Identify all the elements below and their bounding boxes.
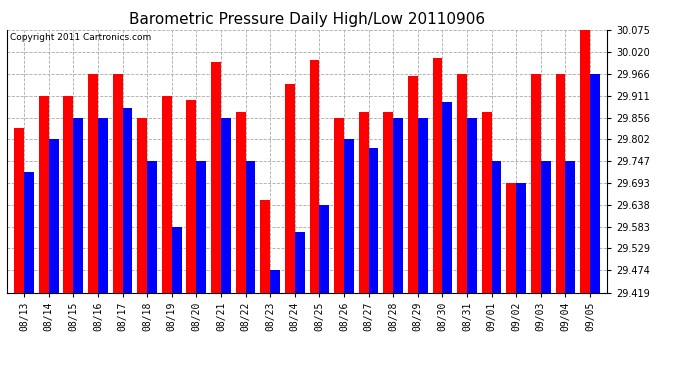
Bar <box>531 74 541 292</box>
Bar <box>39 96 49 292</box>
Text: Copyright 2011 Cartronics.com: Copyright 2011 Cartronics.com <box>10 33 151 42</box>
Bar <box>433 58 442 292</box>
Bar <box>162 96 172 292</box>
Bar <box>211 62 221 292</box>
Bar <box>506 183 516 292</box>
Bar <box>408 76 417 292</box>
Bar <box>98 118 108 292</box>
Bar <box>73 118 83 292</box>
Title: Barometric Pressure Daily High/Low 20110906: Barometric Pressure Daily High/Low 20110… <box>129 12 485 27</box>
Bar <box>246 161 255 292</box>
Bar <box>147 161 157 292</box>
Bar <box>344 139 354 292</box>
Bar <box>295 232 304 292</box>
Bar <box>368 148 378 292</box>
Bar <box>14 128 24 292</box>
Bar <box>186 100 197 292</box>
Bar <box>24 172 34 292</box>
Bar <box>123 108 132 292</box>
Bar <box>467 118 477 292</box>
Bar <box>49 139 59 292</box>
Bar <box>270 270 280 292</box>
Bar <box>172 227 181 292</box>
Bar <box>580 30 590 292</box>
Bar <box>359 112 368 292</box>
Bar <box>221 118 230 292</box>
Bar <box>236 112 246 292</box>
Bar <box>197 161 206 292</box>
Bar <box>285 84 295 292</box>
Bar <box>442 102 452 292</box>
Bar <box>590 74 600 292</box>
Bar <box>112 74 123 292</box>
Bar <box>417 118 428 292</box>
Bar <box>555 74 565 292</box>
Bar <box>260 200 270 292</box>
Bar <box>384 112 393 292</box>
Bar <box>541 161 551 292</box>
Bar <box>63 96 73 292</box>
Bar <box>319 205 329 292</box>
Bar <box>491 161 502 292</box>
Bar <box>88 74 98 292</box>
Bar <box>516 183 526 292</box>
Bar <box>137 118 147 292</box>
Bar <box>393 118 403 292</box>
Bar <box>457 74 467 292</box>
Bar <box>334 118 344 292</box>
Bar <box>565 161 575 292</box>
Bar <box>310 60 319 292</box>
Bar <box>482 112 491 292</box>
